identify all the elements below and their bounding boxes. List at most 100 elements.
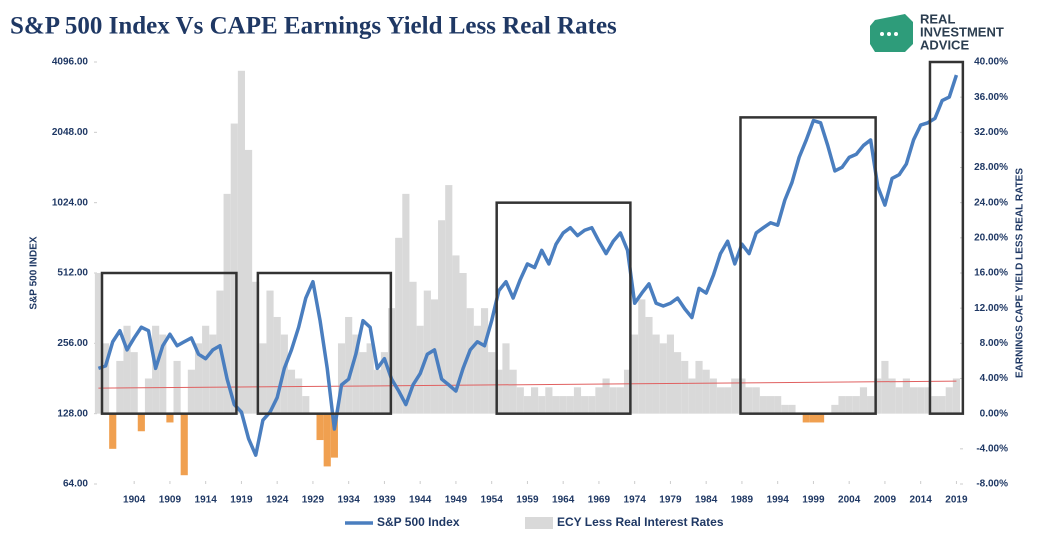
logo-dot bbox=[887, 32, 891, 36]
ecy-bar bbox=[330, 413, 338, 458]
ecy-bar bbox=[316, 413, 324, 441]
logo-text: REAL bbox=[920, 11, 955, 26]
ecy-bar bbox=[495, 369, 503, 414]
x-tick-label: 1914 bbox=[195, 495, 218, 506]
y2-tick-label: 24.00% bbox=[974, 197, 1008, 208]
x-tick-label: 1974 bbox=[624, 495, 647, 506]
ecy-bar bbox=[588, 396, 596, 414]
logo-text: ADVICE bbox=[920, 37, 969, 52]
ecy-bar bbox=[259, 343, 267, 414]
ecy-bar bbox=[423, 290, 431, 414]
x-tick-label: 1939 bbox=[373, 495, 396, 506]
ecy-bar bbox=[488, 352, 496, 414]
ecy-bar bbox=[566, 396, 574, 414]
ecy-bar bbox=[838, 396, 846, 414]
x-tick-label: 1979 bbox=[659, 495, 682, 506]
ecy-bar bbox=[252, 281, 260, 414]
ecy-bar bbox=[223, 193, 231, 414]
ecy-bar bbox=[523, 396, 532, 414]
ecy-bar bbox=[516, 387, 524, 414]
y2-tick-label: 16.00% bbox=[974, 268, 1008, 279]
ecy-bar bbox=[337, 343, 346, 414]
ecy-bar bbox=[902, 378, 910, 414]
y2-tick-label: 36.00% bbox=[974, 92, 1008, 103]
x-tick-label: 1954 bbox=[481, 495, 504, 506]
y-tick-label: 128.00 bbox=[57, 408, 88, 419]
x-tick-label: 2019 bbox=[945, 495, 968, 506]
highlight-box bbox=[928, 60, 965, 415]
ecy-bar bbox=[116, 360, 124, 414]
x-tick-label: 1909 bbox=[159, 495, 182, 506]
y2-tick-label: 28.00% bbox=[974, 162, 1008, 173]
x-tick-label: 2014 bbox=[910, 495, 933, 506]
ecy-bar bbox=[230, 123, 238, 414]
ecy-bar bbox=[738, 378, 746, 414]
x-tick-label: 1999 bbox=[802, 495, 825, 506]
ecy-bar bbox=[202, 325, 210, 414]
ecy-bar bbox=[766, 396, 775, 414]
ecy-bar bbox=[545, 387, 553, 414]
ecy-bar bbox=[952, 378, 960, 414]
ecy-bar bbox=[724, 387, 732, 414]
y2-tick-label: -8.00% bbox=[976, 479, 1008, 490]
trend-line bbox=[98, 380, 957, 389]
highlight-box bbox=[100, 271, 238, 415]
ecy-bar bbox=[867, 396, 875, 414]
x-tick-label: 1964 bbox=[552, 495, 575, 506]
highlight-box bbox=[495, 201, 632, 415]
sp500-line bbox=[97, 74, 959, 457]
ecy-bar bbox=[380, 352, 389, 414]
ecy-bar bbox=[466, 308, 474, 414]
ecy-bar bbox=[237, 70, 246, 414]
ecy-bar bbox=[366, 343, 374, 414]
x-tick-label: 1924 bbox=[266, 495, 289, 506]
ecy-bar bbox=[702, 369, 710, 414]
x-tick-label: 1949 bbox=[445, 495, 468, 506]
ecy-bar bbox=[924, 387, 932, 414]
ecy-bar bbox=[852, 396, 860, 414]
ecy-bar bbox=[602, 378, 610, 414]
ecy-bar bbox=[759, 396, 767, 414]
ecy-bar bbox=[323, 413, 331, 467]
ecy-bar bbox=[559, 396, 567, 414]
ecy-bar bbox=[809, 413, 818, 423]
ecy-bar bbox=[409, 281, 417, 414]
x-tick-label: 1969 bbox=[588, 495, 611, 506]
ecy-bar bbox=[480, 308, 489, 414]
ecy-bar bbox=[395, 237, 403, 414]
ecy-bar bbox=[659, 343, 667, 414]
y2-tick-label: 8.00% bbox=[980, 338, 1008, 349]
ecy-bar bbox=[180, 413, 188, 476]
ecy-bar bbox=[144, 378, 153, 414]
ecy-bar bbox=[102, 343, 110, 414]
x-tick-label: 1929 bbox=[302, 495, 325, 506]
y2-tick-label: 0.00% bbox=[980, 408, 1008, 419]
ecy-bar bbox=[130, 352, 138, 414]
ecy-bar bbox=[573, 387, 582, 414]
ecy-bar bbox=[123, 325, 131, 414]
x-tick-label: 1959 bbox=[516, 495, 539, 506]
ecy-bar bbox=[209, 334, 217, 414]
y2-axis-title: EARNINGS CAPE YIELD LESS REAL RATES bbox=[1015, 168, 1026, 378]
ecy-bar bbox=[945, 387, 953, 414]
legend-label: ECY Less Real Interest Rates bbox=[557, 515, 724, 529]
x-tick-label: 1984 bbox=[695, 495, 718, 506]
y-tick-label: 1024.00 bbox=[52, 197, 89, 208]
ecy-bar bbox=[709, 378, 717, 414]
y2-tick-label: 4.00% bbox=[980, 373, 1008, 384]
x-tick-label: 1934 bbox=[338, 495, 361, 506]
x-tick-label: 1919 bbox=[230, 495, 253, 506]
logo-text: INVESTMENT bbox=[920, 24, 1004, 39]
ecy-bar bbox=[623, 369, 632, 414]
x-tick-label: 2004 bbox=[838, 495, 861, 506]
ecy-bar bbox=[531, 387, 539, 414]
y2-tick-label: -4.00% bbox=[976, 443, 1008, 454]
y2-tick-label: 12.00% bbox=[974, 303, 1008, 314]
ecy-bar bbox=[302, 396, 310, 414]
ecy-bar bbox=[752, 387, 760, 414]
ecy-bar bbox=[817, 413, 825, 423]
ecy-bar bbox=[159, 334, 167, 414]
ecy-bar bbox=[917, 387, 925, 414]
ecy-bar bbox=[845, 396, 853, 414]
ecy-bar bbox=[681, 360, 689, 414]
